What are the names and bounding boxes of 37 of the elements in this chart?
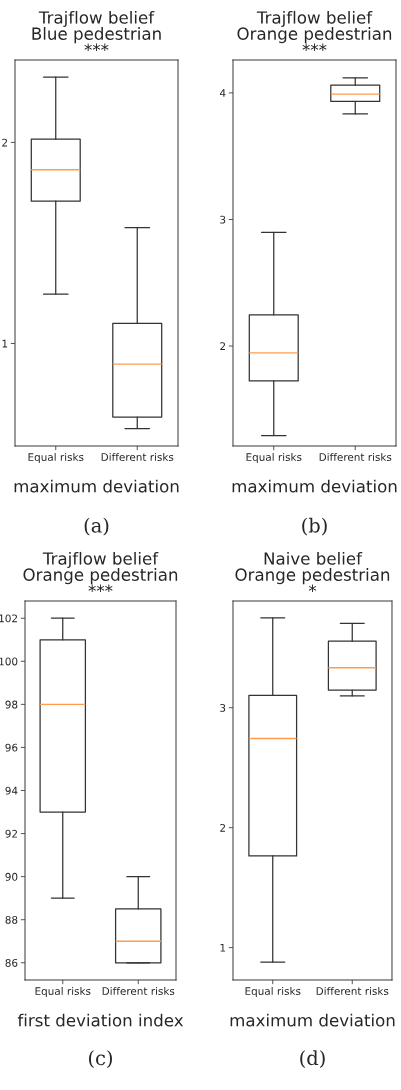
y-tick-label: 2	[220, 823, 226, 832]
x-tick-label: Equal risks	[245, 986, 301, 998]
y-tick-label: 1	[2, 339, 8, 348]
x-tick-label: Equal risks	[28, 452, 84, 464]
x-axis-title: maximum deviation	[232, 479, 397, 493]
x-axis-title: first deviation index	[17, 1013, 184, 1027]
x-tick-label: Equal risks	[246, 452, 302, 464]
chart-title: Trajflow belief Orange pedestrian ***	[237, 10, 392, 52]
y-tick-label: 96	[5, 743, 18, 752]
text: (c)	[89, 1050, 112, 1068]
y-tick-label: 98	[5, 700, 18, 709]
x-tick-label: Equal risks	[35, 986, 91, 998]
chart-title: Trajflow belief Orange pedestrian ***	[23, 551, 178, 593]
text: (a)	[84, 517, 109, 536]
y-tick-label: 3	[220, 215, 226, 224]
y-tick-label: 2	[220, 342, 226, 350]
x-tick-label: Different risks	[319, 452, 392, 462]
text: (d)	[300, 1050, 325, 1068]
chart-title: Naive belief Orange pedestrian *	[235, 551, 390, 593]
x-axis-title: maximum deviation	[14, 479, 179, 493]
x-tick-label: Different risks	[101, 452, 174, 462]
y-tick-label: 3	[220, 703, 226, 712]
y-tick-label: 2	[2, 138, 8, 147]
text: (b)	[302, 517, 327, 536]
chart-title: Trajflow belief Blue pedestrian ***	[32, 10, 161, 52]
y-tick-label: 1	[220, 943, 226, 952]
y-tick-label: 94	[5, 786, 18, 795]
x-tick-label: Different risks	[316, 986, 389, 996]
y-tick-label: 92	[5, 829, 18, 838]
x-tick-label: Different risks	[102, 986, 175, 996]
y-tick-label: 4	[219, 89, 226, 97]
y-tick-label: 102	[0, 614, 18, 623]
x-axis-title: maximum deviation	[230, 1013, 395, 1027]
y-tick-label: 86	[5, 959, 18, 967]
y-tick-label: 88	[5, 915, 18, 924]
y-tick-label: 90	[5, 872, 18, 881]
y-tick-label: 100	[0, 657, 18, 666]
